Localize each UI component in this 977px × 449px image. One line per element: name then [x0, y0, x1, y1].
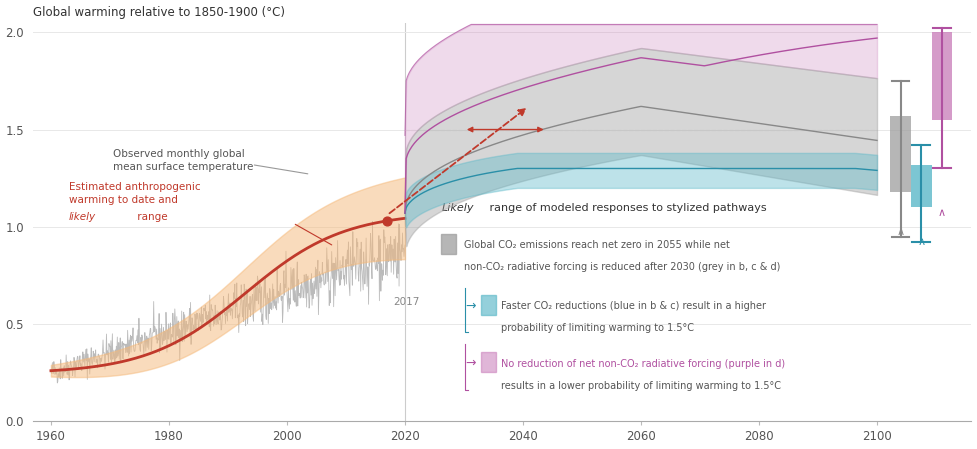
Text: No reduction of net non-CO₂ radiative forcing (purple in d): No reduction of net non-CO₂ radiative fo…	[501, 359, 786, 369]
Text: ∧: ∧	[917, 238, 925, 247]
Text: Global warming relative to 1850-1900 (°C): Global warming relative to 1850-1900 (°C…	[33, 5, 285, 18]
Text: Global CO₂ emissions reach net zero in 2055 while net: Global CO₂ emissions reach net zero in 2…	[464, 240, 730, 250]
Bar	[481, 295, 495, 315]
Text: range: range	[134, 212, 167, 222]
Bar	[932, 32, 953, 120]
Text: Likely: Likely	[442, 203, 474, 213]
Text: probability of limiting warming to 1.5°C: probability of limiting warming to 1.5°C	[501, 323, 695, 333]
Point	[379, 217, 395, 224]
Text: ∧: ∧	[897, 227, 905, 237]
Bar	[890, 116, 911, 192]
Text: →: →	[465, 357, 475, 370]
Text: Estimated anthropogenic
warming to date and: Estimated anthropogenic warming to date …	[68, 182, 200, 205]
Text: Faster CO₂ reductions (blue in b & c) result in a higher: Faster CO₂ reductions (blue in b & c) re…	[501, 301, 766, 311]
Text: →: →	[465, 299, 475, 312]
Text: ∧: ∧	[938, 208, 946, 218]
Bar	[911, 164, 932, 207]
Text: non-CO₂ radiative forcing is reduced after 2030 (grey in b, c & d): non-CO₂ radiative forcing is reduced aft…	[464, 262, 781, 272]
Text: Observed monthly global
mean surface temperature: Observed monthly global mean surface tem…	[113, 149, 253, 172]
Bar	[481, 352, 495, 372]
Text: range of modeled responses to stylized pathways: range of modeled responses to stylized p…	[487, 203, 767, 213]
Text: 2017: 2017	[393, 297, 419, 307]
Text: likely: likely	[68, 212, 96, 222]
Bar	[442, 234, 456, 254]
Text: results in a lower probability of limiting warming to 1.5°C: results in a lower probability of limiti…	[501, 380, 782, 391]
